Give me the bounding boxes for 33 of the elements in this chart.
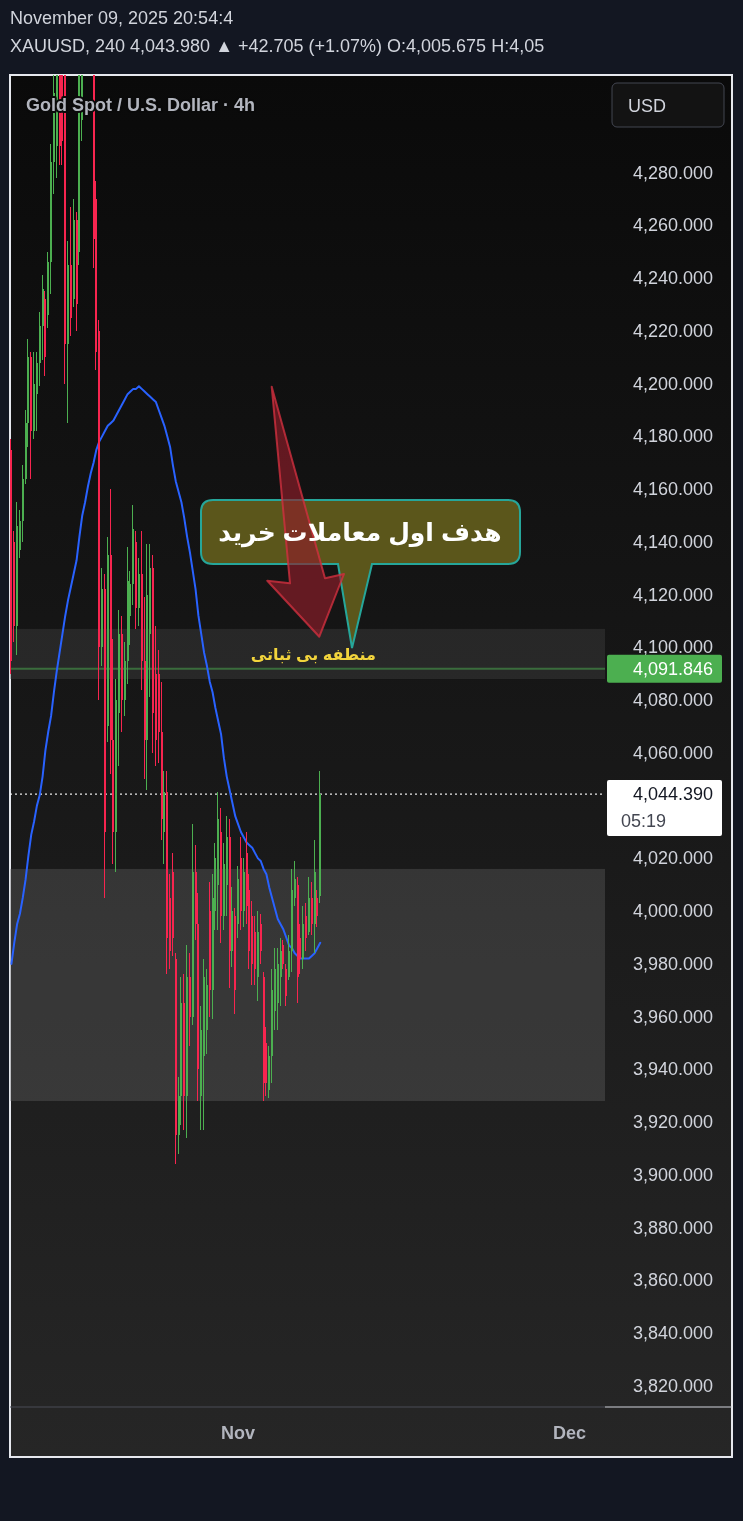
ylabel: USD xyxy=(628,96,666,116)
ytick: 3,840.000 xyxy=(632,1323,713,1344)
ytick: 4,160.000 xyxy=(632,479,713,500)
ytick: 3,880.000 xyxy=(632,1217,713,1238)
xtick: Dec xyxy=(553,1423,587,1443)
ytick: 3,860.000 xyxy=(632,1270,713,1291)
ytick: 4,180.000 xyxy=(632,426,713,447)
header: November 09, 2025 20:54:4 xyxy=(10,8,234,28)
ytick: 3,980.000 xyxy=(632,953,713,974)
ytick: 4,000.000 xyxy=(632,901,713,922)
ytick: 4,260.000 xyxy=(632,215,713,236)
ytick: 4,100.000 xyxy=(632,637,713,658)
subtitle: XAUUSD, 240 4,043.980 ▲ +42.705 (+1.07%) O:4,005.675 H:4,05 xyxy=(10,36,545,56)
ytick: 4,060.000 xyxy=(632,742,713,763)
xtick: Nov xyxy=(221,1423,256,1443)
ytick: 4,120.000 xyxy=(632,584,713,605)
ytick: 3,940.000 xyxy=(632,1059,713,1080)
countdown: 05:19 xyxy=(621,811,667,832)
ytick: 4,220.000 xyxy=(632,320,713,341)
ytick: 3,960.000 xyxy=(632,1006,713,1027)
ytick: 3,900.000 xyxy=(632,1164,713,1185)
ytick: 3,920.000 xyxy=(632,1112,713,1133)
ytick: 4,240.000 xyxy=(632,268,713,289)
ytick: 4,080.000 xyxy=(632,690,713,711)
callout-text: هدف اول معاملات خرید xyxy=(218,518,502,546)
ytick: 4,140.000 xyxy=(632,531,713,552)
price-tag-label: 4,091.846 xyxy=(632,658,713,679)
ytick: 3,820.000 xyxy=(632,1375,713,1396)
ytick: 4,280.000 xyxy=(632,162,713,183)
ytick: 4,020.000 xyxy=(632,848,713,869)
band-label: منطفه بی ثباتی xyxy=(250,645,376,663)
ytick: 4,200.000 xyxy=(632,373,713,394)
price-tag-label: 4,044.390 xyxy=(632,784,713,805)
